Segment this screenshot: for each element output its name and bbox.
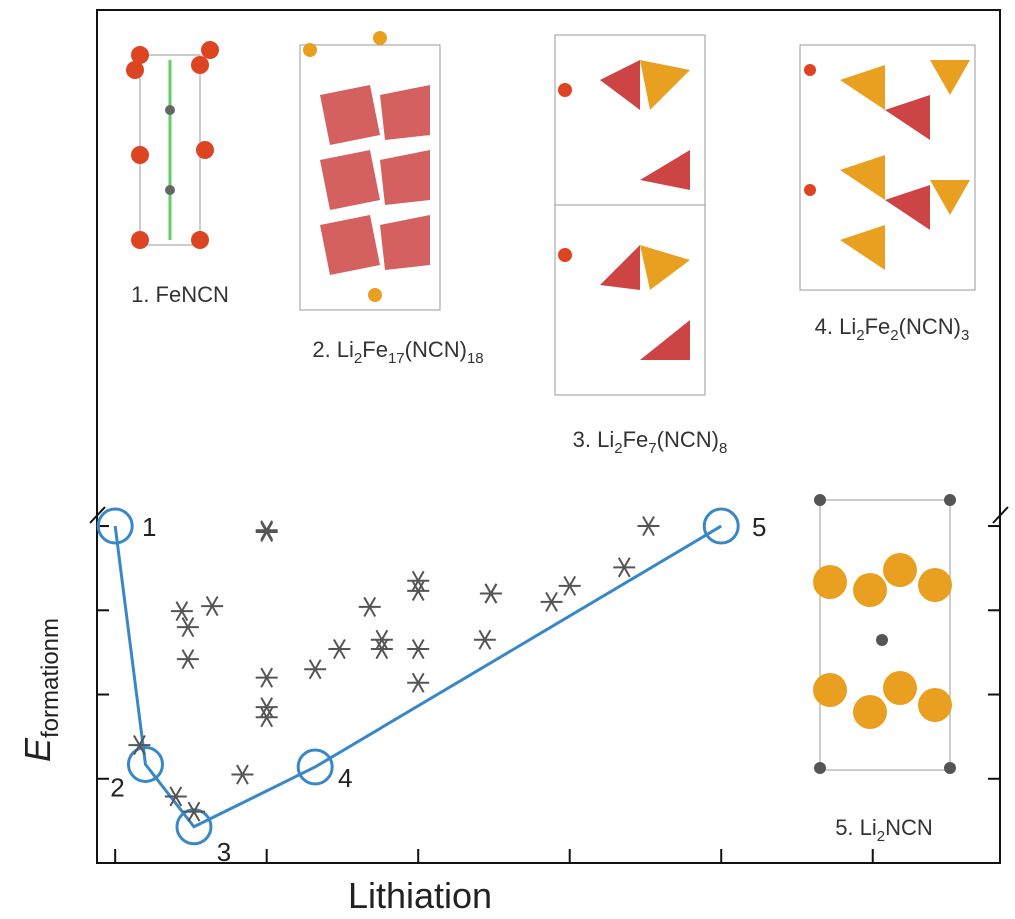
structure-point bbox=[359, 597, 381, 616]
label-text: NCN bbox=[885, 815, 933, 840]
structure-point bbox=[304, 660, 326, 679]
point-label: 2 bbox=[110, 772, 124, 802]
subscript: 17 bbox=[388, 350, 405, 367]
structure-2 bbox=[300, 31, 440, 310]
point-label: 3 bbox=[217, 837, 231, 867]
structure-5 bbox=[813, 494, 956, 774]
structure-point bbox=[256, 708, 278, 727]
point-label: 4 bbox=[338, 763, 352, 793]
y-label-sub: formationm bbox=[37, 618, 64, 738]
hull-line bbox=[115, 526, 721, 827]
label-text: (NCN) bbox=[899, 314, 961, 339]
subscript: 8 bbox=[719, 440, 727, 457]
label-text: Fe bbox=[623, 427, 649, 452]
structure-point bbox=[256, 521, 278, 540]
structure-label: 2. Li2Fe17(NCN)18 bbox=[312, 337, 483, 367]
subscript: 2 bbox=[856, 327, 864, 344]
label-text: (NCN) bbox=[405, 337, 467, 362]
y-axis-label: Eformationm bbox=[17, 618, 64, 762]
subscript: 2 bbox=[614, 440, 622, 457]
structure-label: 4. Li2Fe2(NCN)3 bbox=[815, 314, 970, 344]
structure-point bbox=[371, 630, 393, 649]
label-text: Fe bbox=[362, 337, 388, 362]
structure-point bbox=[407, 581, 429, 600]
structure-point bbox=[256, 698, 278, 717]
structure-point bbox=[407, 673, 429, 692]
structure-point bbox=[201, 597, 223, 616]
point-label: 1 bbox=[142, 512, 156, 542]
subscript: 2 bbox=[877, 828, 885, 845]
subscript: 7 bbox=[648, 440, 656, 457]
structure-point bbox=[177, 618, 199, 637]
structure-3 bbox=[555, 35, 705, 395]
structure-label: 3. Li2Fe7(NCN)8 bbox=[573, 427, 728, 457]
subscript: 18 bbox=[467, 350, 484, 367]
structure-point bbox=[177, 650, 199, 669]
structure-point bbox=[407, 640, 429, 659]
structure-point bbox=[371, 640, 393, 659]
x-axis-label: Lithiation bbox=[348, 875, 492, 916]
structure-point bbox=[328, 640, 350, 659]
chart: Lithiation Eformationm 1 2 3 4 5 1. FeNCN 2. L… bbox=[0, 0, 1015, 919]
structure-point bbox=[128, 736, 150, 755]
y-label-main: E bbox=[17, 737, 58, 762]
label-text: 2. Li bbox=[312, 337, 354, 362]
structure-point bbox=[407, 571, 429, 590]
structure-point bbox=[231, 765, 253, 784]
label-text: (NCN) bbox=[657, 427, 719, 452]
structure-point bbox=[171, 602, 193, 621]
structure-point bbox=[480, 584, 502, 603]
subscript: 3 bbox=[961, 327, 969, 344]
structure-point bbox=[474, 630, 496, 649]
subscript: 2 bbox=[354, 350, 362, 367]
structure-point bbox=[613, 558, 635, 577]
label-text: Fe bbox=[865, 314, 891, 339]
structure-1 bbox=[126, 41, 219, 249]
structure-point bbox=[559, 576, 581, 595]
subscript: 2 bbox=[890, 327, 898, 344]
structure-label: 5. Li2NCN bbox=[835, 815, 933, 845]
structure-illustrations bbox=[126, 31, 975, 774]
structure-label: 1. FeNCN bbox=[131, 282, 229, 307]
label-text: 4. Li bbox=[815, 314, 857, 339]
structure-point bbox=[256, 668, 278, 687]
structure-4 bbox=[800, 45, 975, 290]
structure-point bbox=[637, 517, 659, 536]
label-text: 3. Li bbox=[573, 427, 615, 452]
plot-frame bbox=[97, 10, 1000, 863]
label-text: 5. Li bbox=[835, 815, 877, 840]
structure-point bbox=[541, 592, 563, 611]
page: Lithiation Eformationm 1 2 3 4 5 1. FeNCN 2. L… bbox=[0, 0, 1015, 919]
point-label: 5 bbox=[752, 512, 766, 542]
label-text: 1. FeNCN bbox=[131, 282, 229, 307]
